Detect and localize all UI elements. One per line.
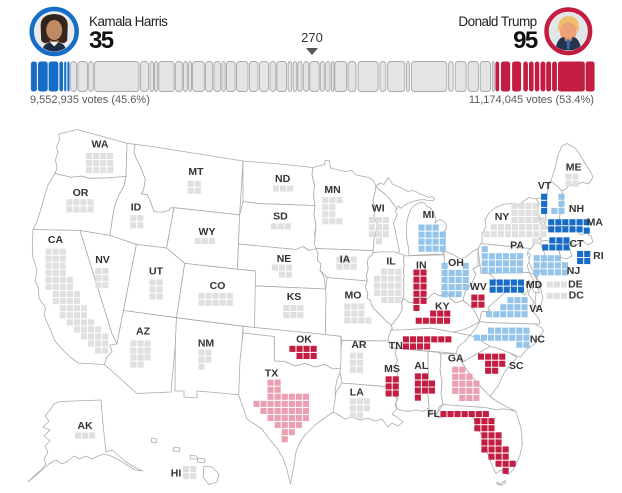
svg-text:MD: MD <box>526 279 543 291</box>
svg-text:NY: NY <box>495 211 510 223</box>
svg-text:DC: DC <box>569 290 585 302</box>
svg-text:WI: WI <box>372 203 385 215</box>
svg-text:NV: NV <box>95 254 110 266</box>
svg-text:DE: DE <box>568 278 583 290</box>
svg-text:MA: MA <box>587 217 604 229</box>
svg-text:MT: MT <box>188 166 204 178</box>
svg-text:NE: NE <box>277 253 292 265</box>
svg-text:MS: MS <box>384 363 400 375</box>
svg-text:WA: WA <box>92 139 109 151</box>
svg-text:HI: HI <box>171 468 182 480</box>
svg-text:NC: NC <box>530 333 546 345</box>
svg-text:NM: NM <box>198 338 215 350</box>
svg-text:MN: MN <box>324 184 340 196</box>
svg-text:WV: WV <box>470 281 487 293</box>
svg-text:VA: VA <box>529 303 543 315</box>
svg-text:FL: FL <box>427 408 440 420</box>
svg-text:NH: NH <box>569 203 584 215</box>
svg-text:VT: VT <box>538 180 552 192</box>
svg-text:OH: OH <box>448 257 464 269</box>
svg-text:IA: IA <box>340 254 351 266</box>
svg-text:UT: UT <box>149 266 164 278</box>
svg-text:NJ: NJ <box>567 265 581 277</box>
svg-text:AR: AR <box>351 339 367 351</box>
svg-text:OR: OR <box>73 187 89 199</box>
svg-text:MI: MI <box>423 209 435 221</box>
svg-text:SD: SD <box>273 211 288 223</box>
svg-text:AL: AL <box>414 360 429 372</box>
svg-text:ID: ID <box>131 202 142 214</box>
svg-text:CO: CO <box>210 280 226 292</box>
svg-text:GA: GA <box>448 353 464 365</box>
svg-text:SC: SC <box>509 360 524 372</box>
svg-text:RI: RI <box>593 250 604 262</box>
svg-text:ME: ME <box>566 161 582 173</box>
svg-text:LA: LA <box>350 387 364 399</box>
svg-text:AK: AK <box>77 420 93 432</box>
svg-text:AZ: AZ <box>136 326 151 338</box>
svg-text:TX: TX <box>265 368 278 380</box>
svg-text:ND: ND <box>275 173 291 185</box>
svg-text:CT: CT <box>570 238 585 250</box>
svg-text:KS: KS <box>287 291 302 303</box>
svg-text:CA: CA <box>48 234 64 246</box>
svg-text:OK: OK <box>296 334 312 346</box>
svg-text:IL: IL <box>386 256 396 268</box>
svg-text:KY: KY <box>435 301 450 313</box>
svg-text:MO: MO <box>345 290 362 302</box>
svg-text:PA: PA <box>510 240 524 252</box>
svg-text:TN: TN <box>389 340 403 352</box>
svg-text:WY: WY <box>199 226 216 238</box>
svg-text:IN: IN <box>416 260 427 272</box>
